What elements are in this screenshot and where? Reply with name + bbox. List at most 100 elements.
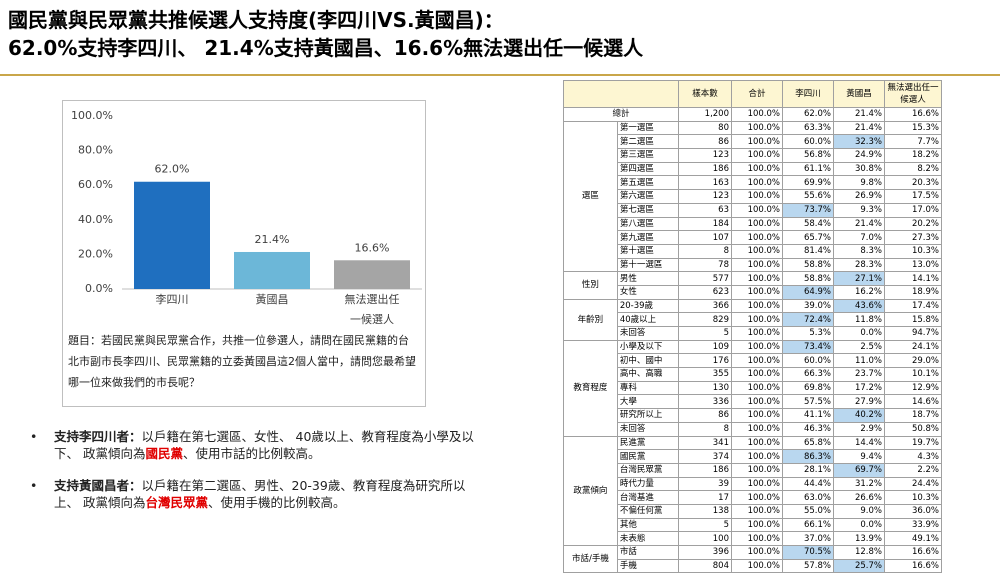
highlight-text: 台灣民眾黨: [145, 495, 208, 510]
value-cell: 19.7%: [884, 435, 942, 451]
value-cell: 60.0%: [782, 353, 834, 369]
value-cell: 163: [678, 175, 732, 191]
value-cell: 29.0%: [884, 353, 942, 369]
value-label: 62.0%: [155, 163, 190, 176]
y-tick-label: 40.0%: [78, 213, 113, 226]
row-label: 市話: [616, 545, 680, 560]
value-cell: 24.4%: [884, 476, 942, 492]
value-cell: 28.1%: [782, 462, 834, 478]
value-cell: 100.0%: [731, 189, 783, 204]
value-cell: 63: [678, 202, 732, 218]
value-cell: 2.9%: [833, 421, 885, 437]
value-cell: 46.3%: [782, 421, 834, 437]
value-cell: 100.0%: [731, 202, 783, 218]
header-cell: 黃國昌: [833, 80, 885, 108]
value-cell: 130: [678, 380, 732, 396]
value-cell: 100.0%: [731, 490, 783, 505]
value-cell: 184: [678, 216, 732, 232]
value-cell: 39.0%: [782, 298, 834, 314]
x-tick-label: 無法選出任一候選人: [344, 293, 400, 326]
row-label: 研究所以上: [616, 408, 680, 423]
x-tick-label: 黃國昌: [255, 293, 289, 306]
table-row: 第二選區 86 100.0% 60.0% 32.3% 7.7%: [564, 134, 942, 150]
value-cell: 829: [678, 312, 732, 327]
bullet-label: 支持黃國昌者：: [54, 478, 142, 493]
value-cell: 123: [678, 189, 732, 204]
value-cell: 14.4%: [833, 435, 885, 451]
value-cell: 341: [678, 435, 732, 451]
title-rule: [0, 74, 1000, 76]
value-cell: 49.1%: [884, 531, 942, 546]
title: 國民黨與民眾黨共推候選人支持度(李四川VS.黃國昌)： 62.0%支持李四川、 …: [8, 6, 643, 62]
value-cell: 623: [678, 284, 732, 300]
value-cell: 66.3%: [782, 367, 834, 382]
bullet: 支持黃國昌者：以戶籍在第二選區、男性、20-39歲、教育程度為研究所以上、 政黨…: [30, 477, 490, 511]
value-cell: 355: [678, 367, 732, 382]
y-tick-label: 0.0%: [85, 282, 113, 295]
value-cell: 10.3%: [884, 490, 942, 505]
table-row: 第四選區 186 100.0% 61.1% 30.8% 8.2%: [564, 161, 942, 177]
value-cell: 2.2%: [884, 462, 942, 478]
row-label: 不偏任何黨: [616, 503, 680, 519]
value-cell: 123: [678, 148, 732, 163]
bullet-text: 、使用手機的比例較高。: [208, 495, 346, 510]
value-cell: 100.0%: [731, 216, 783, 232]
value-cell: 396: [678, 545, 732, 560]
value-cell: 16.6%: [884, 558, 942, 573]
value-cell: 100.0%: [731, 476, 783, 492]
value-cell: 21.4%: [833, 216, 885, 232]
value-cell: 80: [678, 120, 732, 136]
value-cell: 100.0%: [731, 148, 783, 163]
value-cell: 5: [678, 517, 732, 533]
table-row: 台灣民眾黨 186 100.0% 28.1% 69.7% 2.2%: [564, 462, 942, 478]
value-cell: 100.0%: [731, 134, 783, 150]
value-cell: 55.6%: [782, 189, 834, 204]
value-cell: 24.9%: [833, 148, 885, 163]
value-cell: 100.0%: [731, 503, 783, 519]
table-row: 未表態 100 100.0% 37.0% 13.9% 49.1%: [564, 531, 942, 546]
row-label: 40歲以上: [616, 312, 680, 327]
value-cell: 39: [678, 476, 732, 492]
value-cell: 86: [678, 408, 732, 423]
bullet: 支持李四川者：以戶籍在第七選區、女性、 40歲以上、教育程度為小學及以下、 政黨…: [30, 428, 490, 462]
value-cell: 9.0%: [833, 503, 885, 519]
row-label: 未表態: [616, 531, 680, 546]
value-cell: 55.0%: [782, 503, 834, 519]
table-row: 市話/手機 市話 396 100.0% 70.5% 12.8% 16.6%: [563, 544, 942, 573]
table-row: 台灣基進 17 100.0% 63.0% 26.6% 10.3%: [564, 490, 942, 505]
value-cell: 64.9%: [782, 284, 834, 300]
row-label: 第六選區: [616, 189, 680, 204]
value-cell: 10.3%: [884, 243, 942, 259]
value-cell: 66.1%: [782, 517, 834, 533]
bullet-text: 以戶籍在第七選區、女性、 40歲以上、教育程度為小學及以下、 政黨傾向為: [54, 429, 474, 461]
table-row: 不偏任何黨 138 100.0% 55.0% 9.0% 36.0%: [564, 503, 942, 519]
group-label: 政黨傾向: [563, 435, 618, 546]
y-tick-label: 100.0%: [71, 109, 113, 122]
row-label: 時代力量: [616, 476, 680, 492]
value-cell: 13.0%: [884, 257, 942, 273]
value-cell: 86: [678, 134, 732, 150]
chart-box: [62, 100, 426, 407]
bar: [334, 260, 410, 289]
row-label: 第四選區: [616, 161, 680, 177]
header-cell: 李四川: [782, 80, 834, 108]
row-label: 第一選區: [616, 120, 680, 136]
total-cell: 1,200: [678, 107, 732, 122]
value-cell: 100.0%: [731, 326, 783, 341]
value-cell: 73.7%: [782, 202, 834, 218]
total-cell: 16.6%: [884, 107, 942, 122]
value-cell: 56.8%: [782, 148, 834, 163]
group-label: 選區: [563, 120, 618, 273]
row-label: 20-39歲: [616, 298, 680, 314]
value-cell: 176: [678, 353, 732, 369]
value-cell: 138: [678, 503, 732, 519]
row-label: 台灣民眾黨: [616, 462, 680, 478]
total-cell: 21.4%: [833, 107, 885, 122]
value-cell: 15.8%: [884, 312, 942, 327]
table-row: 第七選區 63 100.0% 73.7% 9.3% 17.0%: [564, 202, 942, 218]
value-cell: 17.4%: [884, 298, 942, 314]
value-cell: 37.0%: [782, 531, 834, 546]
row-label: 第二選區: [616, 134, 680, 150]
value-cell: 27.9%: [833, 394, 885, 410]
table-row: 第六選區 123 100.0% 55.6% 26.9% 17.5%: [564, 189, 942, 204]
